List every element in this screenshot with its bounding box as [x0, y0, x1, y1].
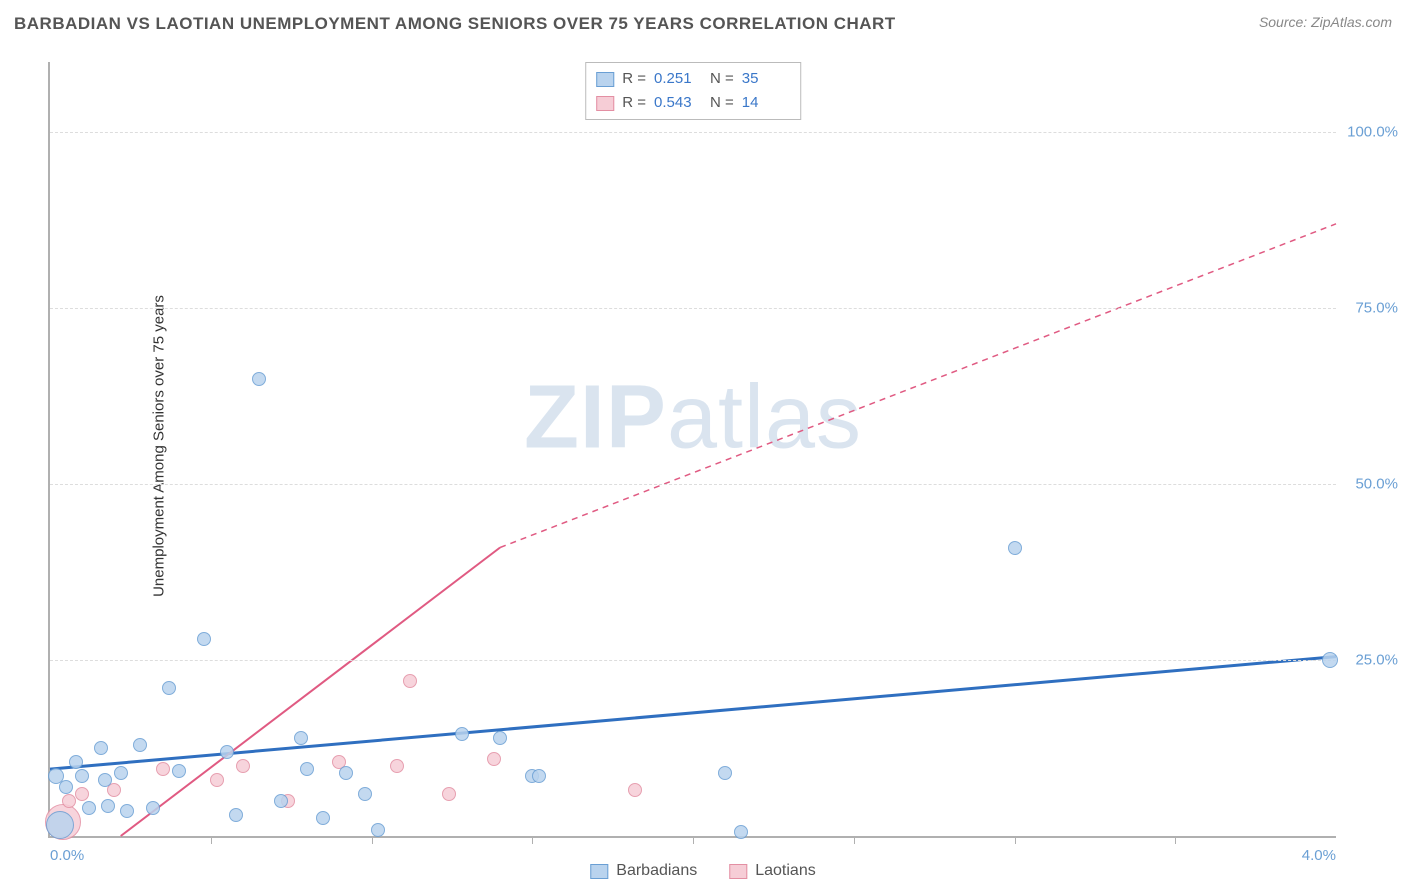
data-point-barbadians	[718, 766, 732, 780]
x-tick	[1015, 836, 1016, 844]
swatch-laotians	[729, 864, 747, 879]
data-point-barbadians	[371, 823, 385, 837]
data-point-laotians	[75, 787, 89, 801]
legend-stats-row-barbadians: R = 0.251 N = 35	[596, 67, 790, 91]
swatch-laotians	[596, 96, 614, 111]
x-tick	[854, 836, 855, 844]
data-point-laotians	[107, 783, 121, 797]
watermark-zip: ZIP	[524, 368, 667, 468]
y-tick-label: 100.0%	[1347, 124, 1398, 141]
y-tick-label: 50.0%	[1355, 476, 1398, 493]
data-point-barbadians	[734, 825, 748, 839]
data-point-barbadians	[101, 799, 115, 813]
legend-label-barbadians: Barbadians	[616, 862, 697, 880]
x-tick	[693, 836, 694, 844]
data-point-laotians	[403, 674, 417, 688]
data-point-laotians	[390, 759, 404, 773]
swatch-barbadians	[596, 72, 614, 87]
data-point-barbadians	[532, 769, 546, 783]
stat-n-label: N =	[710, 67, 734, 91]
data-point-barbadians	[133, 738, 147, 752]
source-label: Source: ZipAtlas.com	[1259, 14, 1392, 30]
data-point-barbadians	[1008, 541, 1022, 555]
data-point-barbadians	[46, 811, 74, 839]
data-point-barbadians	[69, 755, 83, 769]
stat-r-barbadians: 0.251	[654, 67, 702, 91]
data-point-barbadians	[274, 794, 288, 808]
x-tick-left: 0.0%	[50, 847, 84, 864]
legend-item-barbadians: Barbadians	[590, 862, 697, 880]
swatch-barbadians	[590, 864, 608, 879]
data-point-laotians	[236, 759, 250, 773]
data-point-laotians	[210, 773, 224, 787]
stat-n-laotians: 14	[742, 91, 790, 115]
data-point-laotians	[62, 794, 76, 808]
stat-n-barbadians: 35	[742, 67, 790, 91]
data-point-barbadians	[197, 632, 211, 646]
data-point-barbadians	[59, 780, 73, 794]
y-tick-label: 25.0%	[1355, 652, 1398, 669]
bottom-legend: Barbadians Laotians	[590, 862, 815, 880]
data-point-barbadians	[120, 804, 134, 818]
data-point-barbadians	[82, 801, 96, 815]
x-tick	[532, 836, 533, 844]
data-point-barbadians	[1322, 652, 1338, 668]
stat-r-label: R =	[622, 91, 646, 115]
data-point-barbadians	[94, 741, 108, 755]
stat-r-label: R =	[622, 67, 646, 91]
data-point-laotians	[628, 783, 642, 797]
data-point-barbadians	[294, 731, 308, 745]
data-point-laotians	[442, 787, 456, 801]
chart-title: BARBADIAN VS LAOTIAN UNEMPLOYMENT AMONG …	[14, 14, 896, 34]
legend-item-laotians: Laotians	[729, 862, 816, 880]
data-point-laotians	[487, 752, 501, 766]
data-point-barbadians	[172, 764, 186, 778]
data-point-barbadians	[75, 769, 89, 783]
data-point-barbadians	[316, 811, 330, 825]
data-point-barbadians	[162, 681, 176, 695]
data-point-barbadians	[114, 766, 128, 780]
watermark: ZIPatlas	[524, 367, 862, 470]
watermark-atlas: atlas	[667, 368, 862, 468]
data-point-barbadians	[339, 766, 353, 780]
stat-n-label: N =	[710, 91, 734, 115]
x-tick-right: 4.0%	[1302, 847, 1336, 864]
data-point-barbadians	[229, 808, 243, 822]
gridline	[50, 484, 1336, 485]
data-point-barbadians	[98, 773, 112, 787]
gridline	[50, 132, 1336, 133]
legend-stats-row-laotians: R = 0.543 N = 14	[596, 91, 790, 115]
correlation-chart: BARBADIAN VS LAOTIAN UNEMPLOYMENT AMONG …	[0, 0, 1406, 892]
data-point-barbadians	[493, 731, 507, 745]
x-tick	[211, 836, 212, 844]
data-point-laotians	[156, 762, 170, 776]
legend-label-laotians: Laotians	[755, 862, 816, 880]
plot-area: ZIPatlas R = 0.251 N = 35 R = 0.543 N = …	[48, 62, 1336, 838]
y-tick-label: 75.0%	[1355, 300, 1398, 317]
gridline	[50, 308, 1336, 309]
data-point-barbadians	[252, 372, 266, 386]
legend-stats-box: R = 0.251 N = 35 R = 0.543 N = 14	[585, 62, 801, 120]
x-tick	[1175, 836, 1176, 844]
gridline	[50, 660, 1336, 661]
data-point-barbadians	[220, 745, 234, 759]
data-point-barbadians	[358, 787, 372, 801]
data-point-barbadians	[455, 727, 469, 741]
stat-r-laotians: 0.543	[654, 91, 702, 115]
data-point-barbadians	[300, 762, 314, 776]
data-point-barbadians	[146, 801, 160, 815]
x-tick	[372, 836, 373, 844]
trend-lines	[50, 62, 1336, 836]
